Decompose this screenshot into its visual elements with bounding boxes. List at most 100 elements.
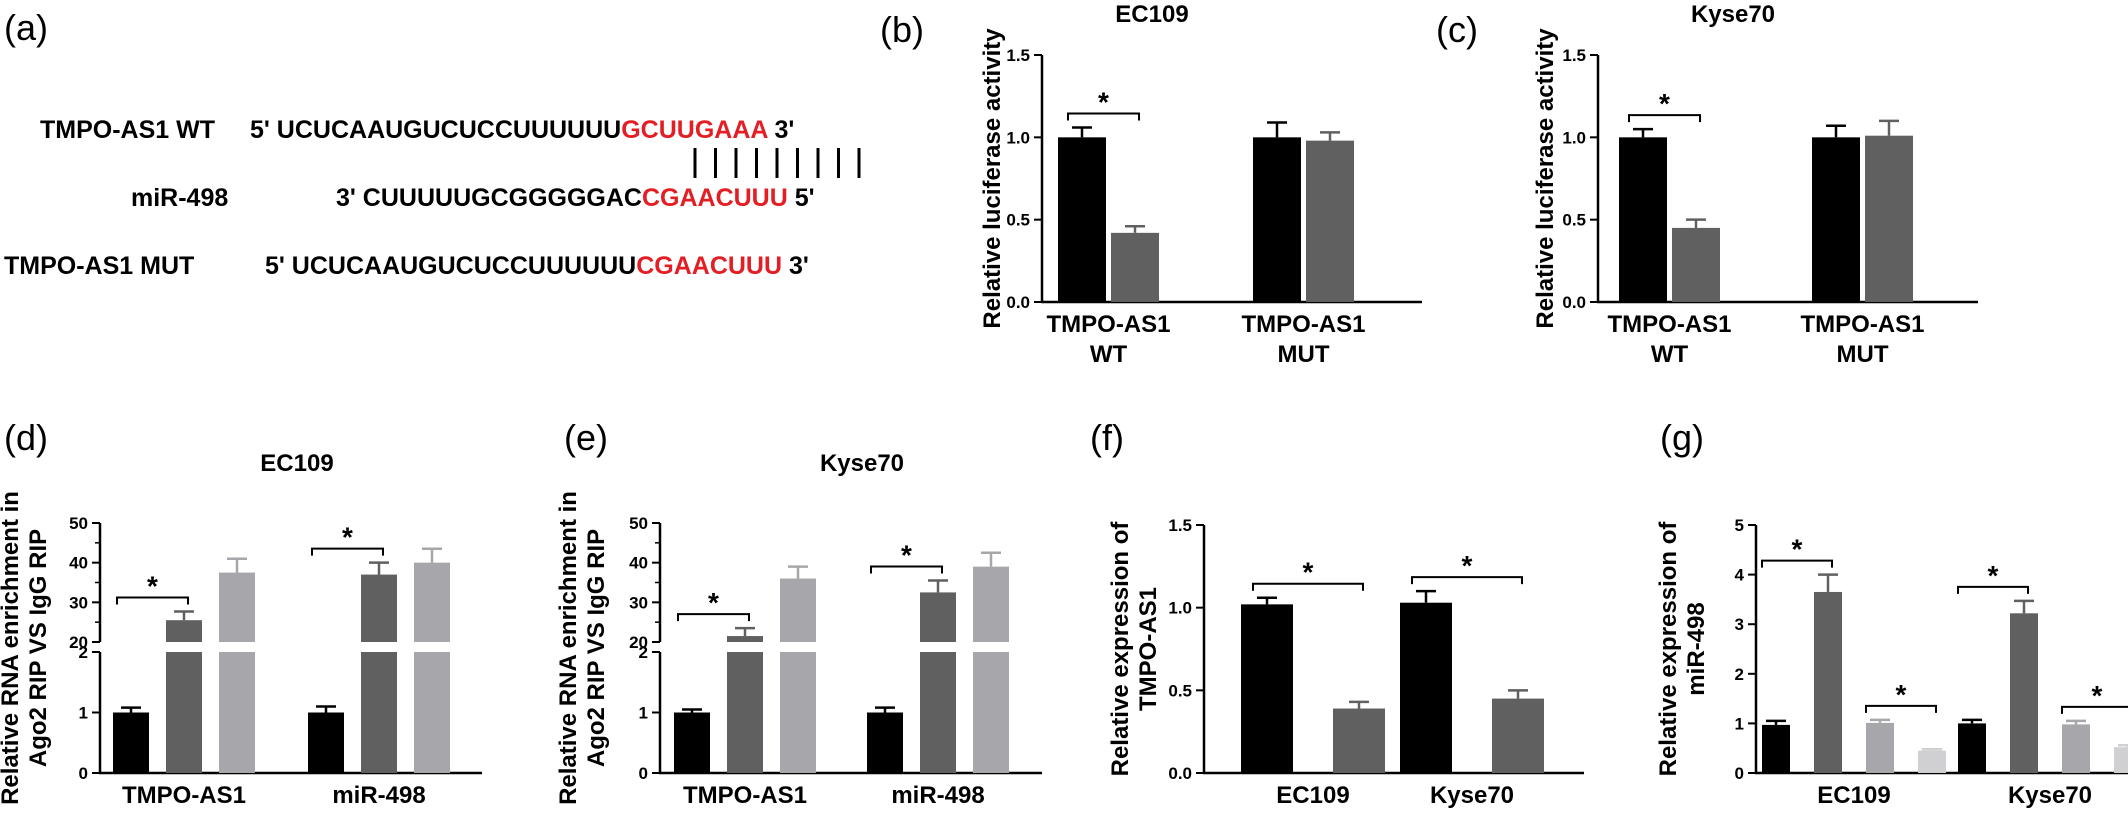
y-tick-label: 0 — [1735, 764, 1744, 783]
chart-b: (b) EC109 Relative luciferase activity 0.0 0… — [880, 1, 1422, 368]
chart-title-c: Kyse70 — [1691, 1, 1775, 28]
significance-star: * — [1896, 679, 1907, 710]
bar — [2062, 724, 2090, 773]
seq-wt-prefix: 5' UCUCAAUGUCUCCUUUUUU — [250, 116, 621, 144]
seq-mir-prefix: 3' CUUUUUGCGGGGGAC — [336, 184, 642, 212]
y-tick-label: 1 — [79, 704, 88, 723]
y-tick-label: 20 — [629, 633, 648, 652]
significance-bracket — [870, 565, 943, 574]
significance-bracket — [677, 613, 750, 622]
y-tick-label: 40 — [69, 554, 88, 573]
chart-f: (f) Relative expression ofTMPO-AS1 0.0 0.5 1… — [1090, 417, 1584, 809]
y-tick-label: 1.5 — [1006, 46, 1030, 65]
bar — [2114, 747, 2128, 773]
bar — [1241, 604, 1293, 773]
bar — [674, 712, 710, 773]
bar — [219, 572, 255, 773]
axis-break-gap — [662, 642, 1044, 652]
x-tick-label: WT — [1651, 341, 1689, 368]
significance-star: * — [1303, 557, 1314, 588]
x-tick-label: miR-498 — [891, 782, 984, 809]
y-tick-label: 50 — [629, 514, 648, 533]
seq-mir-site: CGAACUUU — [642, 184, 788, 212]
y-axis-label-c: Relative luciferase activity — [1532, 28, 1559, 329]
panel-label-b: (b) — [880, 9, 924, 50]
significance-bracket — [1411, 576, 1523, 585]
bar — [1812, 137, 1860, 302]
seq-name-wt: TMPO-AS1 WT — [40, 116, 215, 144]
significance-bracket — [1957, 585, 2029, 594]
significance-star: * — [708, 587, 719, 618]
bar — [867, 712, 903, 773]
y-axis-label-line: Ago2 RIP VS IgG RIP — [25, 529, 52, 767]
bar — [1918, 750, 1946, 773]
y-tick-label: 30 — [69, 593, 88, 612]
bar — [308, 712, 344, 773]
chart-title-e: Kyse70 — [820, 450, 904, 477]
y-axis-label-line: Relative luciferase activity — [1532, 28, 1559, 329]
bar — [2010, 613, 2038, 773]
base-pairing-lines — [693, 148, 861, 178]
panel-a: (a) TMPO-AS1 WT 5' UCUCAAUGUCUCCUUUUUUGC… — [4, 7, 861, 280]
x-tick-label: MUT — [1278, 341, 1330, 368]
significance-bracket — [1067, 112, 1140, 121]
panel-label-a: (a) — [4, 7, 48, 48]
y-axis-label-d: Relative RNA enrichment inAgo2 RIP VS Ig… — [0, 491, 52, 805]
bar — [1253, 137, 1301, 302]
seq-name-mut: TMPO-AS1 MUT — [4, 252, 194, 280]
bar — [1619, 137, 1667, 302]
y-tick-label: 1.5 — [1562, 46, 1586, 65]
bar — [1400, 602, 1452, 773]
y-axis-label-e: Relative RNA enrichment inAgo2 RIP VS Ig… — [555, 491, 610, 805]
bar — [1866, 722, 1894, 773]
x-tick-label: EC109 — [1817, 782, 1890, 809]
seq-mut: 5' UCUCAAUGUCUCCUUUUUUCGAACUUU 3' — [265, 252, 809, 280]
seq-mut-suffix: 3' — [782, 252, 809, 280]
panel-label-f: (f) — [1090, 417, 1124, 458]
bar — [973, 566, 1009, 773]
bar — [1333, 708, 1385, 773]
bar — [361, 574, 397, 773]
bar — [1492, 698, 1544, 773]
y-axis-label-line: miR-498 — [1683, 602, 1710, 695]
y-tick-label: 0.0 — [1562, 293, 1586, 312]
y-axis-label-line: Relative expression of — [1655, 521, 1682, 777]
significance-star: * — [342, 522, 353, 553]
y-axis-label-line: Relative expression of — [1107, 521, 1134, 777]
seq-name-mir: miR-498 — [131, 184, 228, 212]
bar — [113, 712, 149, 773]
significance-star: * — [2092, 680, 2103, 711]
significance-star: * — [1098, 86, 1109, 117]
significance-bracket — [1761, 559, 1833, 568]
x-tick-label: WT — [1090, 341, 1128, 368]
y-tick-label: 2 — [79, 643, 88, 662]
y-tick-label: 1 — [1735, 714, 1744, 733]
bar — [920, 592, 956, 773]
panel-label-d: (d) — [4, 417, 48, 458]
x-tick-label: EC109 — [1276, 782, 1349, 809]
x-tick-label: TMPO-AS1 — [1046, 311, 1170, 338]
y-axis-label-b: Relative luciferase activity — [979, 28, 1006, 329]
y-tick-label: 1.0 — [1168, 599, 1192, 618]
bar — [727, 636, 763, 773]
x-tick-label: MUT — [1837, 341, 1889, 368]
chart-g: (g) Relative expression ofmiR-498 0 1 2 3 4 5 EC… — [1655, 417, 2128, 809]
seq-mut-site: CGAACUUU — [636, 252, 782, 280]
bar — [1306, 140, 1354, 302]
bar — [1958, 723, 1986, 773]
chart-d: (d) EC109 Relative RNA enrichment inAgo2 R… — [0, 417, 484, 809]
panel-label-g: (g) — [1660, 417, 1704, 458]
y-axis-label-line: Relative luciferase activity — [979, 28, 1006, 329]
bar — [414, 562, 450, 773]
y-axis-label-line: Ago2 RIP VS IgG RIP — [583, 529, 610, 767]
significance-bracket — [1252, 582, 1364, 591]
seq-wt-suffix: 3' — [768, 116, 795, 144]
bar — [1865, 135, 1913, 302]
chart-title-b: EC109 — [1115, 1, 1188, 28]
bar — [1814, 591, 1842, 773]
y-axis-label-g: Relative expression ofmiR-498 — [1655, 521, 1710, 777]
axis-break-gap — [102, 642, 484, 652]
chart-e: (e) Kyse70 Relative RNA enrichment inAgo2 … — [555, 417, 1044, 809]
significance-bracket — [2061, 705, 2128, 714]
chart-title-d: EC109 — [260, 450, 333, 477]
